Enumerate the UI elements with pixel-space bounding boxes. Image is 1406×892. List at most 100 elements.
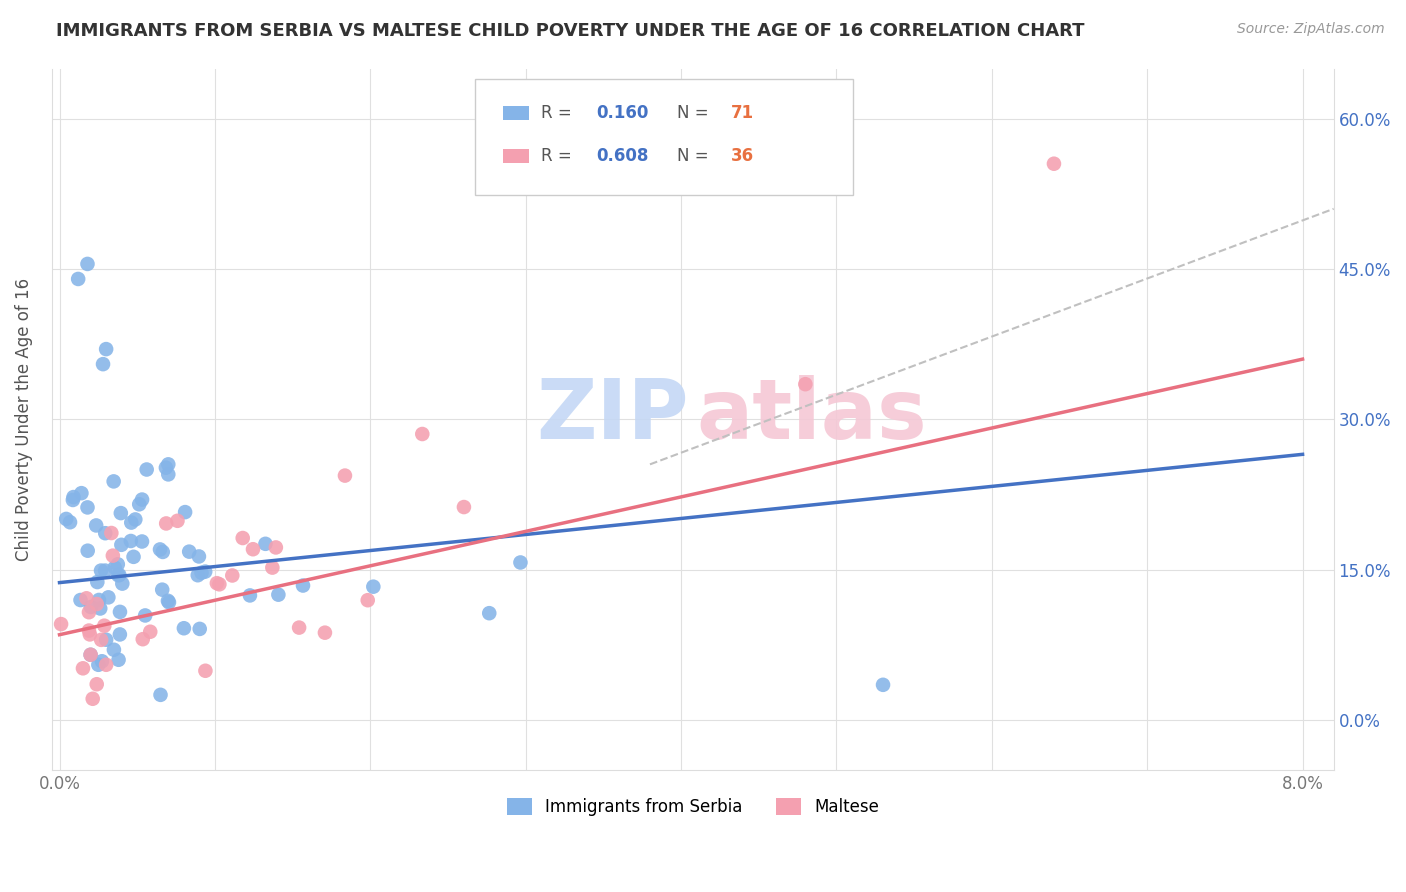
- Point: [254, 537, 277, 551]
- Point: [139, 624, 162, 639]
- Point: [155, 516, 177, 531]
- Point: [357, 593, 380, 607]
- Point: [122, 549, 145, 564]
- Text: 0.608: 0.608: [596, 147, 650, 165]
- Text: N =: N =: [678, 147, 714, 165]
- Text: 0.160: 0.160: [596, 103, 650, 121]
- Point: [79, 648, 101, 662]
- Point: [86, 597, 108, 611]
- Point: [72, 661, 94, 675]
- Point: [79, 627, 101, 641]
- Point: [157, 458, 180, 472]
- Point: [453, 500, 475, 514]
- Point: [55, 512, 77, 526]
- Point: [509, 556, 531, 570]
- Point: [94, 342, 117, 356]
- Point: [135, 462, 157, 476]
- Bar: [503, 105, 529, 120]
- Point: [84, 518, 107, 533]
- Point: [333, 468, 356, 483]
- Point: [90, 632, 112, 647]
- Point: [79, 648, 101, 662]
- Text: ZIP: ZIP: [536, 376, 689, 456]
- Point: [94, 564, 117, 578]
- Point: [242, 542, 264, 557]
- Point: [173, 621, 195, 635]
- Point: [103, 642, 125, 657]
- Point: [120, 534, 142, 549]
- Point: [188, 622, 211, 636]
- Point: [179, 544, 201, 558]
- Point: [157, 467, 180, 482]
- Point: [62, 490, 84, 504]
- Point: [166, 514, 188, 528]
- Point: [208, 577, 231, 591]
- Point: [70, 486, 93, 500]
- Point: [107, 558, 129, 572]
- Point: [111, 576, 134, 591]
- Point: [190, 566, 212, 580]
- Point: [108, 568, 131, 582]
- Point: [100, 526, 122, 541]
- Point: [120, 516, 142, 530]
- Point: [131, 534, 153, 549]
- Point: [108, 605, 131, 619]
- Legend: Immigrants from Serbia, Maltese: Immigrants from Serbia, Maltese: [498, 790, 887, 825]
- Point: [267, 588, 290, 602]
- Text: R =: R =: [541, 147, 578, 165]
- Point: [76, 500, 98, 515]
- Text: 71: 71: [731, 103, 754, 121]
- Point: [77, 624, 100, 638]
- Point: [124, 512, 146, 526]
- Point: [194, 664, 217, 678]
- Point: [132, 632, 155, 647]
- Point: [288, 621, 311, 635]
- Point: [77, 605, 100, 619]
- Point: [104, 560, 127, 574]
- Point: [363, 580, 385, 594]
- Point: [174, 505, 197, 519]
- Point: [49, 617, 72, 632]
- Point: [82, 691, 104, 706]
- Point: [232, 531, 254, 545]
- Point: [134, 608, 156, 623]
- Text: 36: 36: [731, 147, 754, 165]
- Point: [67, 272, 90, 286]
- Text: atlas: atlas: [696, 376, 928, 456]
- Point: [194, 565, 217, 579]
- Point: [90, 564, 112, 578]
- Point: [107, 653, 129, 667]
- Point: [1043, 157, 1066, 171]
- Point: [221, 568, 243, 582]
- Point: [149, 688, 172, 702]
- Text: R =: R =: [541, 103, 578, 121]
- Y-axis label: Child Poverty Under the Age of 16: Child Poverty Under the Age of 16: [15, 277, 32, 561]
- Point: [86, 575, 108, 590]
- Point: [478, 606, 501, 620]
- Point: [62, 493, 84, 508]
- Text: Source: ZipAtlas.com: Source: ZipAtlas.com: [1237, 22, 1385, 37]
- Point: [94, 657, 117, 672]
- Point: [69, 593, 91, 607]
- Point: [239, 589, 262, 603]
- Point: [264, 541, 287, 555]
- Point: [157, 595, 180, 609]
- Bar: [503, 149, 529, 163]
- Point: [107, 568, 129, 582]
- Point: [128, 497, 150, 511]
- FancyBboxPatch shape: [475, 79, 853, 194]
- Text: N =: N =: [678, 103, 714, 121]
- Point: [87, 593, 110, 607]
- Point: [59, 515, 82, 529]
- Point: [156, 594, 179, 608]
- Point: [76, 257, 98, 271]
- Point: [794, 377, 817, 392]
- Point: [86, 677, 108, 691]
- Point: [94, 526, 117, 541]
- Text: IMMIGRANTS FROM SERBIA VS MALTESE CHILD POVERTY UNDER THE AGE OF 16 CORRELATION : IMMIGRANTS FROM SERBIA VS MALTESE CHILD …: [56, 22, 1085, 40]
- Point: [262, 560, 284, 574]
- Point: [187, 549, 209, 564]
- Point: [91, 654, 114, 668]
- Point: [205, 576, 228, 591]
- Point: [187, 568, 209, 582]
